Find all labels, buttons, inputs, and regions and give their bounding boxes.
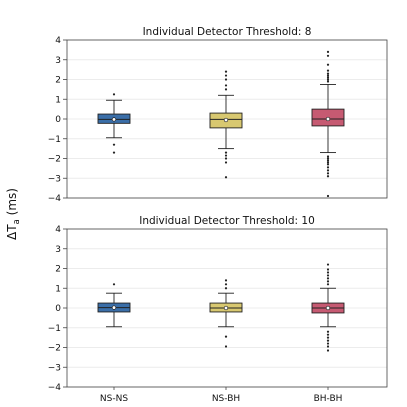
y-tick-label: 3 xyxy=(55,245,61,255)
outlier-point xyxy=(326,268,330,271)
box-ns-ns xyxy=(97,93,131,154)
y-axis-label-main: ΔT xyxy=(5,224,19,240)
mean-marker xyxy=(223,305,229,311)
outlier-point xyxy=(326,155,330,158)
y-axis-label-unit: (ms) xyxy=(5,188,19,219)
outlier-point xyxy=(326,263,330,266)
outlier-point xyxy=(326,345,330,348)
mean-marker xyxy=(223,117,229,123)
outlier-point xyxy=(326,161,330,164)
panel-1: −4 −3 −2 −1 0 1 2 3 4 Individual Detector Thresho… xyxy=(48,26,388,204)
y-tick-label: 1 xyxy=(55,95,61,105)
outlier-point xyxy=(112,143,116,146)
outlier-point xyxy=(326,274,330,277)
mean-marker xyxy=(325,116,331,122)
y-tick-label: −4 xyxy=(48,194,62,204)
x-tick-label: NS-BH xyxy=(212,394,240,404)
y-tick-label: −3 xyxy=(48,174,61,184)
outlier-point xyxy=(326,330,330,333)
outlier-point xyxy=(326,169,330,172)
outlier-point xyxy=(326,172,330,175)
outlier-point xyxy=(224,335,228,338)
outlier-point xyxy=(112,93,116,96)
y-tick-label: 0 xyxy=(55,304,61,314)
outlier-point xyxy=(224,151,228,154)
y-tick-label: 4 xyxy=(55,36,61,46)
panel-2: −4 −3 −2 −1 0 1 2 3 4 Individual Detector Thresho… xyxy=(48,215,388,404)
outlier-point xyxy=(326,342,330,345)
panel-title: Individual Detector Threshold: 10 xyxy=(139,215,315,227)
outlier-point xyxy=(326,163,330,166)
y-tick-label: −4 xyxy=(48,383,62,393)
outlier-point xyxy=(224,157,228,160)
y-tick-label: −3 xyxy=(48,363,61,373)
outlier-point xyxy=(326,339,330,342)
mean-marker xyxy=(325,305,331,311)
y-tick-label: 0 xyxy=(55,115,61,125)
y-tick-label: 2 xyxy=(55,76,61,86)
outlier-point xyxy=(224,176,228,179)
box-ns-bh xyxy=(209,279,243,348)
y-tick-label: −1 xyxy=(48,135,61,145)
outlier-point xyxy=(326,69,330,72)
y-axis-label-subscript: a xyxy=(12,219,22,224)
y-axis-label: ΔTa (ms) xyxy=(5,188,22,240)
outlier-point xyxy=(224,78,228,81)
outlier-point xyxy=(326,166,330,169)
outlier-point xyxy=(224,88,228,91)
y-tick-label: −2 xyxy=(48,155,61,165)
outlier-point xyxy=(224,84,228,87)
outlier-point xyxy=(326,194,330,198)
outlier-point xyxy=(224,345,228,348)
box-ns-ns xyxy=(97,283,131,328)
outlier-point xyxy=(112,151,116,154)
y-tick-label: −1 xyxy=(48,324,61,334)
outlier-point xyxy=(326,50,330,53)
outlier-point xyxy=(224,287,228,290)
y-tick-label: −2 xyxy=(48,344,61,354)
outlier-point xyxy=(224,161,228,164)
outlier-point xyxy=(326,54,330,57)
outlier-point xyxy=(326,74,330,77)
outlier-point xyxy=(224,279,228,282)
mean-marker xyxy=(111,117,117,122)
outlier-point xyxy=(224,283,228,286)
outlier-point xyxy=(326,72,330,75)
outlier-point xyxy=(224,154,228,157)
outlier-point xyxy=(326,80,330,83)
outlier-point xyxy=(326,333,330,336)
y-tick-label: 2 xyxy=(55,265,61,275)
outlier-point xyxy=(224,74,228,77)
panel-title: Individual Detector Threshold: 8 xyxy=(143,26,312,38)
box-bh-bh xyxy=(311,263,345,352)
outlier-point xyxy=(326,157,330,160)
outlier-point xyxy=(326,283,330,286)
outlier-point xyxy=(224,70,228,73)
mean-marker xyxy=(111,305,117,310)
x-tick-label: NS-NS xyxy=(100,394,128,404)
y-tick-label: 4 xyxy=(55,225,61,235)
y-tick-label: 1 xyxy=(55,284,61,294)
outlier-point xyxy=(326,159,330,162)
outlier-point xyxy=(326,336,330,339)
box-bh-bh xyxy=(311,50,345,198)
outlier-point xyxy=(326,76,330,79)
outlier-point xyxy=(112,283,116,286)
outlier-point xyxy=(326,277,330,280)
outlier-point xyxy=(326,63,330,66)
outlier-point xyxy=(326,78,330,81)
outlier-point xyxy=(326,175,330,178)
outlier-point xyxy=(326,271,330,274)
x-tick-label: BH-BH xyxy=(314,394,343,404)
outlier-point xyxy=(326,280,330,283)
box-ns-bh xyxy=(209,70,243,179)
outlier-point xyxy=(326,349,330,352)
y-tick-label: 3 xyxy=(55,56,61,66)
